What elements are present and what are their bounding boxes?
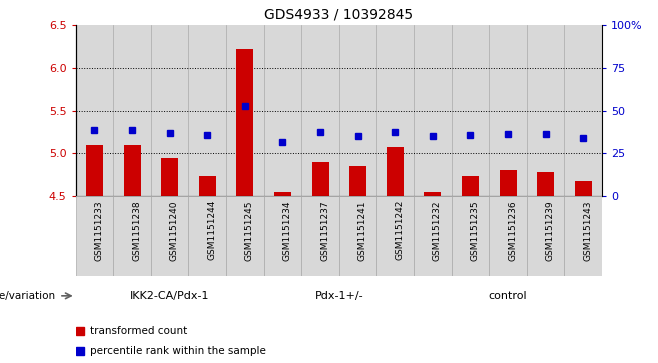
Bar [188, 25, 226, 196]
Bar [527, 25, 565, 196]
Bar [161, 158, 178, 196]
FancyBboxPatch shape [339, 196, 376, 276]
Bar [226, 25, 264, 196]
Bar [565, 25, 602, 196]
Title: GDS4933 / 10392845: GDS4933 / 10392845 [265, 8, 413, 21]
Text: GSM1151241: GSM1151241 [358, 200, 367, 261]
Text: control: control [489, 291, 527, 301]
Bar [349, 166, 366, 196]
Text: GSM1151239: GSM1151239 [545, 200, 555, 261]
Bar [312, 162, 328, 196]
Bar [424, 192, 442, 196]
FancyBboxPatch shape [226, 196, 264, 276]
Text: GSM1151242: GSM1151242 [395, 200, 404, 260]
FancyBboxPatch shape [451, 196, 490, 276]
Text: GSM1151232: GSM1151232 [433, 200, 442, 261]
Text: GSM1151243: GSM1151243 [583, 200, 592, 261]
Bar [499, 171, 517, 196]
FancyBboxPatch shape [301, 196, 339, 276]
Text: GSM1151238: GSM1151238 [132, 200, 141, 261]
Bar [575, 181, 592, 196]
Bar [151, 25, 188, 196]
Text: GSM1151240: GSM1151240 [170, 200, 179, 261]
FancyBboxPatch shape [113, 196, 151, 276]
Text: transformed count: transformed count [90, 326, 188, 336]
Bar [451, 25, 490, 196]
Bar [86, 145, 103, 196]
Bar [76, 25, 113, 196]
Bar [274, 192, 291, 196]
FancyBboxPatch shape [376, 196, 414, 276]
FancyBboxPatch shape [565, 196, 602, 276]
Text: GSM1151234: GSM1151234 [282, 200, 291, 261]
Bar [462, 176, 479, 196]
FancyBboxPatch shape [414, 196, 451, 276]
Bar [199, 176, 216, 196]
Bar [387, 147, 404, 196]
Bar [236, 49, 253, 196]
Bar [490, 25, 527, 196]
Bar [537, 172, 554, 196]
Bar [414, 25, 451, 196]
FancyBboxPatch shape [264, 196, 301, 276]
FancyBboxPatch shape [527, 196, 565, 276]
FancyBboxPatch shape [188, 196, 226, 276]
Bar [264, 25, 301, 196]
Text: GSM1151237: GSM1151237 [320, 200, 329, 261]
FancyBboxPatch shape [490, 196, 527, 276]
Text: GSM1151233: GSM1151233 [95, 200, 103, 261]
Text: IKK2-CA/Pdx-1: IKK2-CA/Pdx-1 [130, 291, 209, 301]
Text: percentile rank within the sample: percentile rank within the sample [90, 346, 266, 356]
Text: GSM1151245: GSM1151245 [245, 200, 254, 261]
Bar [301, 25, 339, 196]
Text: Pdx-1+/-: Pdx-1+/- [315, 291, 363, 301]
Text: genotype/variation: genotype/variation [0, 291, 56, 301]
Bar [113, 25, 151, 196]
Bar [376, 25, 414, 196]
Bar [124, 145, 141, 196]
Text: GSM1151235: GSM1151235 [470, 200, 480, 261]
Bar [339, 25, 376, 196]
FancyBboxPatch shape [151, 196, 188, 276]
FancyBboxPatch shape [76, 196, 113, 276]
Text: GSM1151244: GSM1151244 [207, 200, 216, 260]
Text: GSM1151236: GSM1151236 [508, 200, 517, 261]
